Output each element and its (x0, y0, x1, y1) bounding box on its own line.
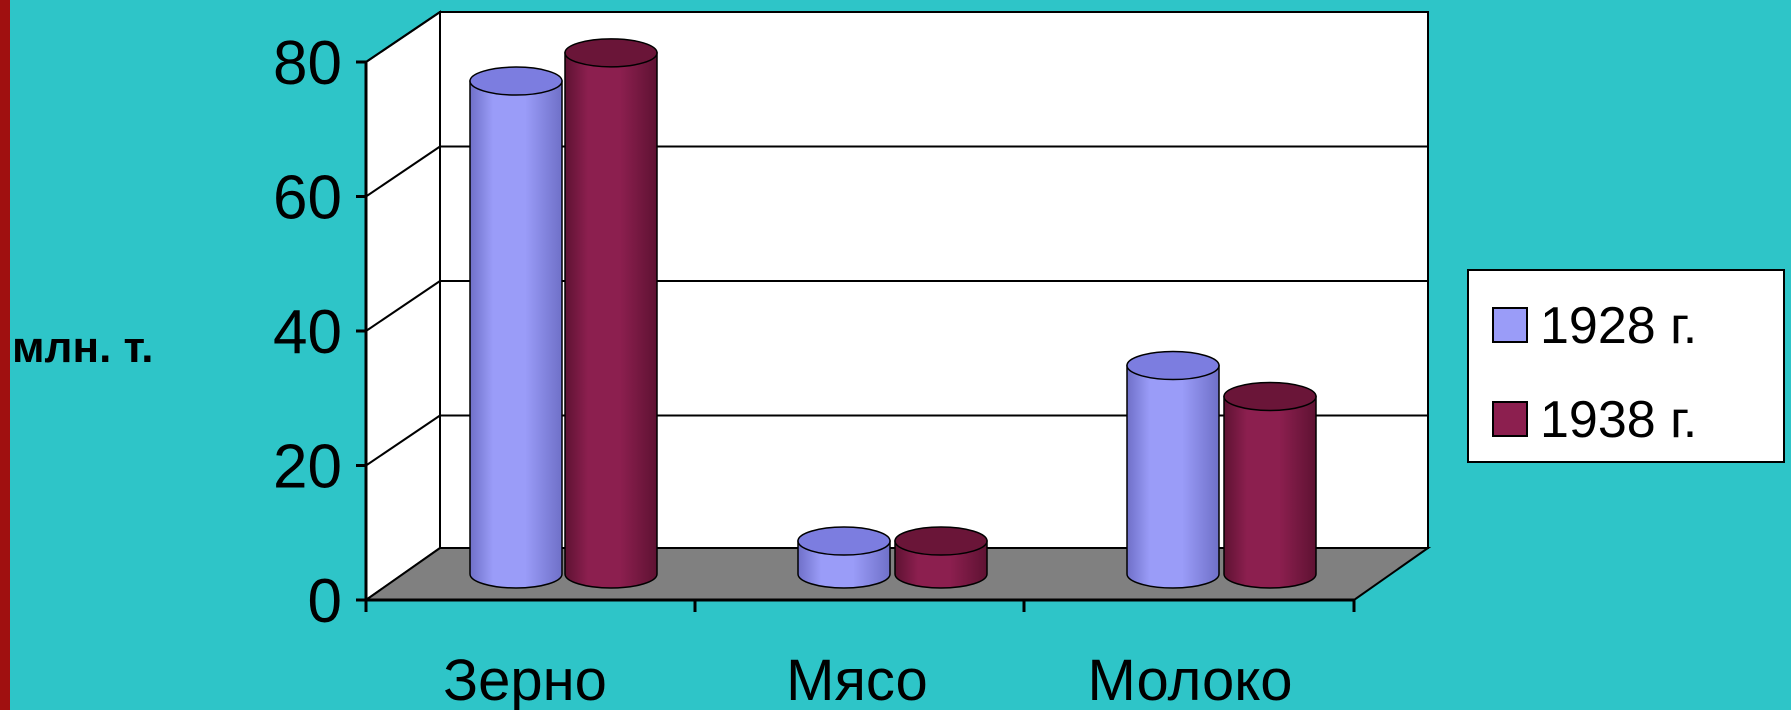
y-tick-labels: 0 20 40 60 80 (273, 29, 342, 636)
x-axis (364, 598, 1356, 612)
bar-1938 г.-Молоко (1223, 395, 1317, 589)
y-axis (356, 60, 368, 602)
x-category-labels: Зерно Мясо Молоко (443, 648, 1292, 710)
y-tick-label: 20 (273, 433, 342, 502)
legend-swatch-1938 (1492, 401, 1528, 437)
legend-swatch-1928 (1492, 307, 1528, 343)
x-category-label: Мясо (786, 648, 928, 710)
bar-top (894, 526, 988, 556)
bar-top (1126, 350, 1220, 381)
gridline-side (365, 11, 441, 63)
bar-top (797, 526, 891, 556)
bar-top (469, 66, 563, 96)
bar-1928 г.-Молоко (1126, 364, 1220, 589)
y-tick-label: 80 (273, 29, 342, 98)
legend-label-1928: 1928 г. (1540, 297, 1697, 355)
y-axis-label: млн. т. (12, 323, 153, 372)
legend: 1928 г. 1938 г. (1467, 269, 1785, 463)
bar-top (564, 38, 658, 68)
legend-label-1938: 1938 г. (1540, 391, 1697, 449)
y-tick-label: 60 (273, 164, 342, 233)
bars (469, 38, 1317, 589)
y-tick-label: 40 (273, 298, 342, 367)
gridline-side (365, 145, 441, 198)
left-border (0, 0, 10, 710)
gridline-side (365, 414, 441, 467)
gridline-side (365, 280, 441, 332)
x-category-label: Зерно (443, 648, 607, 710)
y-tick-label: 0 (308, 567, 342, 636)
x-category-label: Молоко (1088, 648, 1293, 710)
bar-1928 г.-Зерно (469, 80, 563, 589)
bar-top (1223, 381, 1317, 412)
bar-1938 г.-Зерно (564, 52, 658, 589)
